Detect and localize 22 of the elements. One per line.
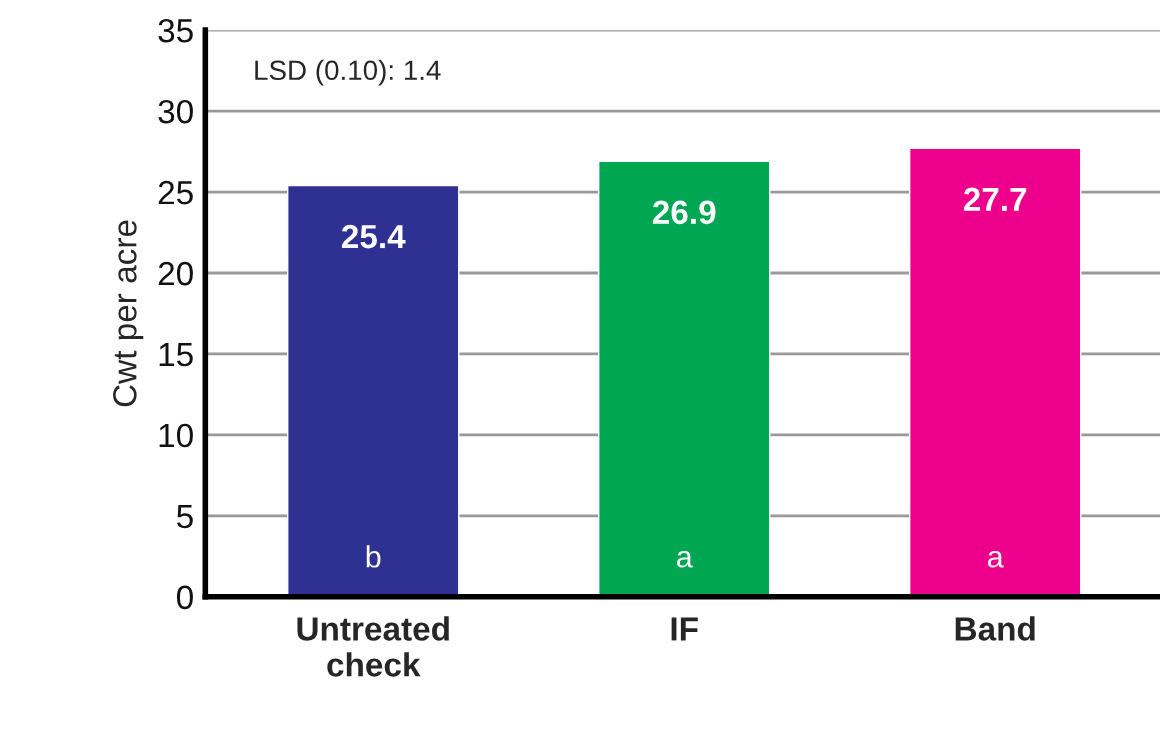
y-axis-title: Cwt per acre xyxy=(113,220,144,407)
annotation: b xyxy=(366,545,381,568)
y-tick-label: 20 xyxy=(158,261,193,286)
y-tick-label: 0 xyxy=(176,585,193,610)
bar xyxy=(287,184,460,597)
y-tick-label: 15 xyxy=(159,343,193,367)
annotation: a xyxy=(677,550,693,568)
y-tick-label: 25 xyxy=(158,180,193,205)
bar xyxy=(598,160,771,597)
bar xyxy=(908,147,1082,597)
x-tick-label: IF xyxy=(671,617,698,641)
data-label: 26.9 xyxy=(652,200,716,225)
data-label: 25.4 xyxy=(341,224,406,249)
x-tick-label: Untreated check xyxy=(297,616,449,677)
data-label: 27.7 xyxy=(963,187,1027,211)
y-tick-label: 30 xyxy=(158,99,193,124)
y-tick-label: 35 xyxy=(158,18,193,43)
annotation: a xyxy=(987,550,1004,568)
y-tick-label: 10 xyxy=(159,423,193,448)
y-tick-label: 5 xyxy=(177,505,193,529)
x-tick-label: Band xyxy=(955,616,1035,641)
annotation: LSD (0.10): 1.4 xyxy=(255,59,441,86)
